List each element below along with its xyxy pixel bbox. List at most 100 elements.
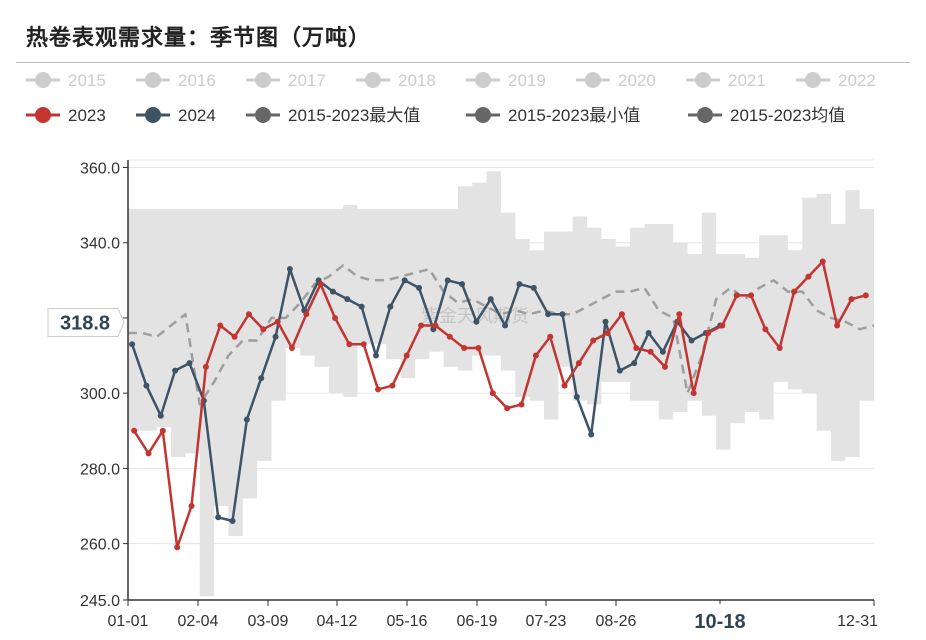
cursor-labels: 318.8 10-18 [47,307,760,636]
legend-item-2019[interactable]: 2019 [466,71,546,90]
point-2023 [461,345,468,352]
point-2023 [375,386,382,393]
point-2023 [575,360,582,367]
point-2024 [372,352,379,359]
point-2023 [389,382,396,389]
legend-item-2016-marker [145,72,161,88]
x-cursor-box [682,604,760,636]
point-2023 [418,322,425,329]
point-2024 [573,393,580,400]
point-2023 [733,292,740,299]
y-tick-label: 260.0 [80,537,120,554]
legend-item-2016-label: 2016 [178,71,216,90]
series-line-2023 [133,260,867,549]
legend-item-2023-label: 2023 [68,106,106,125]
point-2024 [401,277,408,284]
point-2024 [329,288,336,295]
legend-item-2019-label: 2019 [508,71,546,90]
point-2023 [647,348,654,355]
legend-item-avg-label: 2015-2023均值 [730,106,845,125]
point-2023 [704,329,711,336]
point-2023 [346,341,353,348]
point-2024 [459,281,466,288]
point-2023 [317,281,324,288]
point-2024 [616,367,623,374]
point-2023 [288,345,295,352]
series-lines [128,258,875,551]
point-2023 [245,311,252,318]
point-2023 [604,329,611,336]
legend-item-2022-label: 2022 [838,71,876,90]
y-tick-label: 300.0 [80,386,120,403]
legend-item-max-label: 2015-2023最大值 [288,106,420,125]
x-tick-label: 04-12 [317,613,358,630]
point-2023 [260,326,267,333]
y-tick-label: 280.0 [80,461,120,478]
point-2024 [559,311,566,318]
point-2024 [645,329,652,336]
legend-item-max-marker [255,107,271,123]
legend-item-2018-label: 2018 [398,71,436,90]
point-2024 [502,322,509,329]
legend-item-2020-label: 2020 [618,71,656,90]
point-2023 [174,544,181,551]
point-2023 [489,390,496,397]
legend-item-2022[interactable]: 2022 [796,71,876,90]
legend-item-2020-marker [585,72,601,88]
point-2023 [446,333,453,340]
chart-title: 热卷表观需求量：季节图（万吨） [26,26,372,51]
x-tick-label: 12-31 [837,613,878,630]
legend-item-2021[interactable]: 2021 [686,71,766,90]
point-2023 [819,258,826,265]
point-2023 [791,288,798,295]
point-2023 [690,390,697,397]
point-2024 [387,303,394,310]
legend-item-2017[interactable]: 2017 [246,71,326,90]
point-2023 [547,333,554,340]
legend-item-2023-marker [35,107,51,123]
x-tick-label: 08-26 [596,613,637,630]
legend-item-2017-label: 2017 [288,71,326,90]
legend-item-2021-marker [695,72,711,88]
point-2024 [286,266,293,273]
legend-item-2024[interactable]: 2024 [136,106,216,125]
legend-item-2020[interactable]: 2020 [576,71,656,90]
axes: 245.0260.0280.0300.0320.0340.0360.001-01… [80,160,878,630]
legend-item-2018[interactable]: 2018 [356,71,436,90]
point-2024 [172,367,179,374]
point-2024 [143,382,150,389]
point-2023 [432,322,439,329]
legend-item-min[interactable]: 2015-2023最小值 [466,106,640,125]
point-2023 [862,292,869,299]
y-tick-label: 340.0 [80,236,120,253]
legend-item-avg-marker [697,107,713,123]
point-2023 [274,318,281,325]
point-2023 [504,405,511,412]
point-2023 [618,311,625,318]
legend-item-2024-label: 2024 [178,106,216,125]
x-cursor-label: 10-18 [694,611,745,633]
point-2023 [834,322,841,329]
point-2023 [805,273,812,280]
point-2023 [719,322,726,329]
legend-item-min-marker [475,107,491,123]
legend-item-2018-marker [365,72,381,88]
point-2023 [202,363,209,370]
point-2024 [545,311,552,318]
point-2024 [229,518,236,525]
legend-item-avg[interactable]: 2015-2023均值 [688,106,845,125]
point-2024 [215,514,222,521]
legend-item-max[interactable]: 2015-2023最大值 [246,106,420,125]
point-2023 [403,352,410,359]
point-2024 [631,360,638,367]
legend-item-2023[interactable]: 2023 [26,106,106,125]
point-2024 [186,360,193,367]
x-tick-label: 05-16 [387,613,428,630]
legend-item-2016[interactable]: 2016 [136,71,216,90]
y-cursor-box [47,307,125,337]
point-2024 [258,375,265,382]
point-2023 [748,292,755,299]
legend-item-2022-marker [805,72,821,88]
point-2024 [602,318,609,325]
legend-item-2015[interactable]: 2015 [26,71,106,90]
